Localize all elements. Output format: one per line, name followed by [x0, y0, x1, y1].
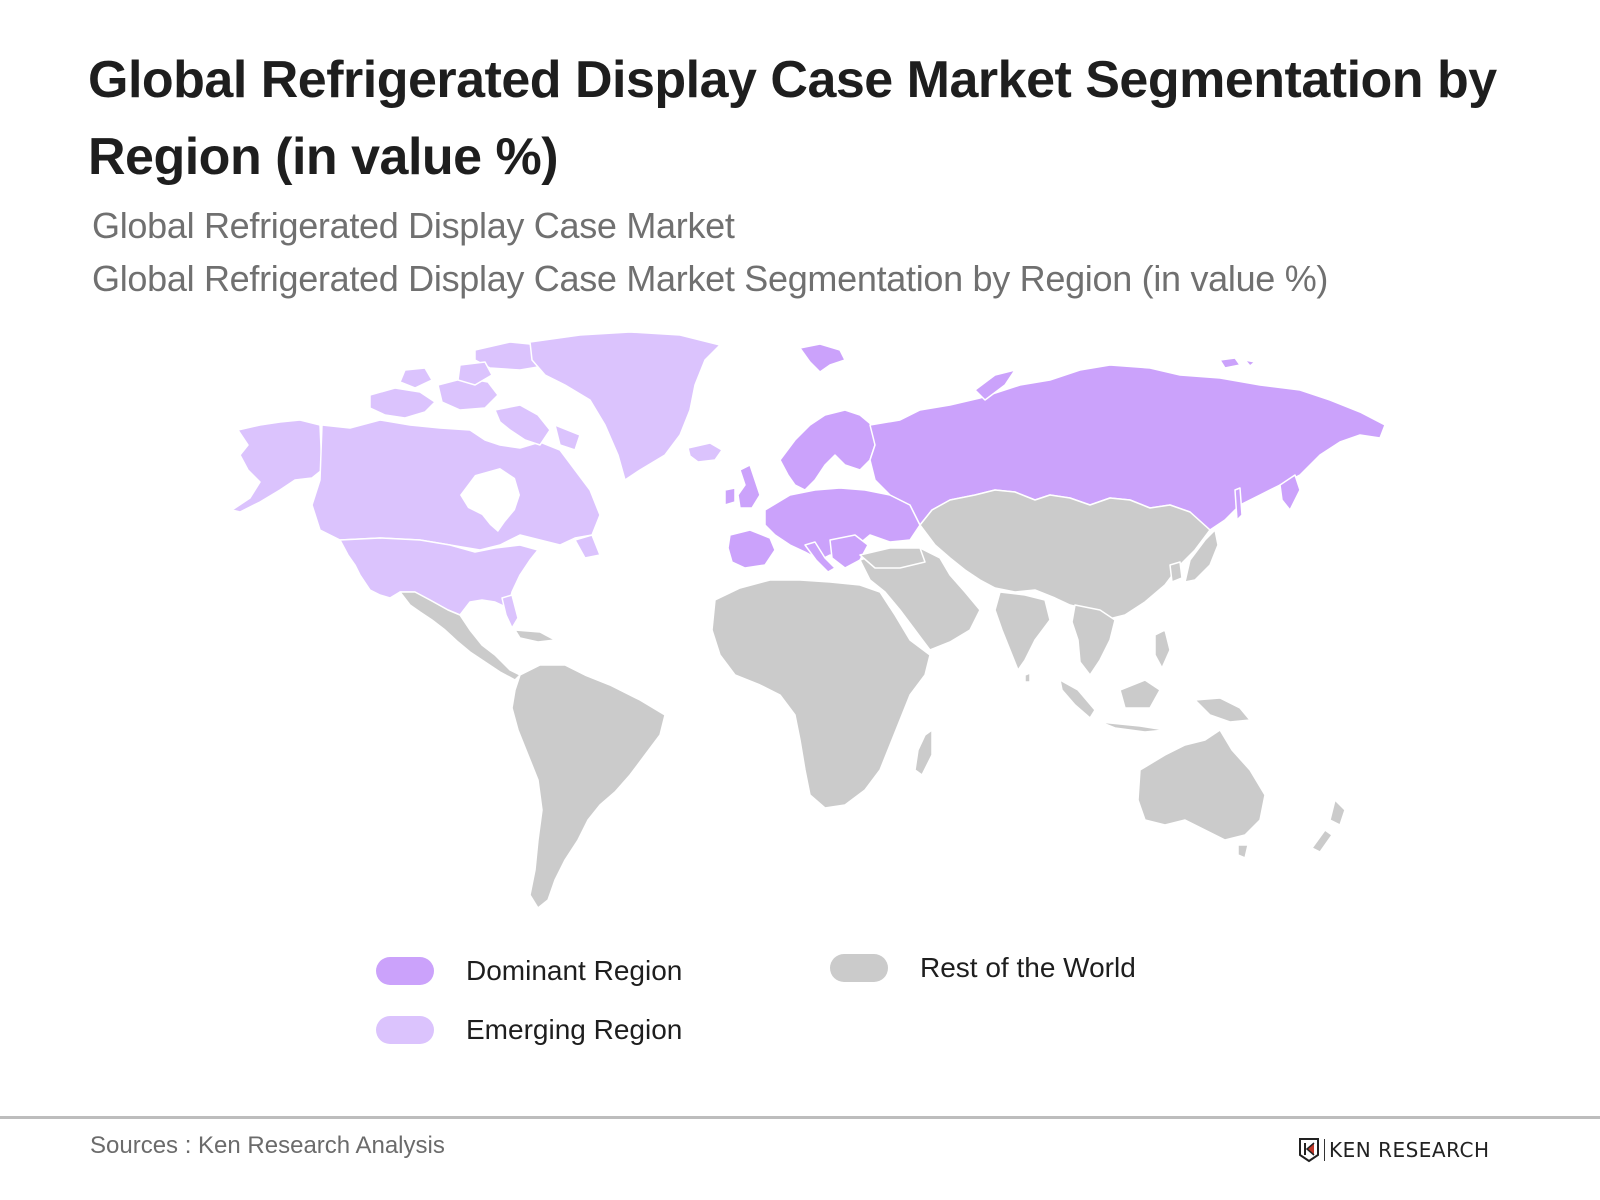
legend-swatch-dominant — [376, 957, 434, 985]
subtitle-market: Global Refrigerated Display Case Market — [92, 205, 735, 246]
world-map — [220, 330, 1420, 930]
legend-label-dominant: Dominant Region — [466, 955, 683, 986]
legend-item-dominant: Dominant Region — [376, 955, 682, 987]
brand-separator — [1324, 1139, 1325, 1161]
brand-name: KEN RESEARCH — [1329, 1138, 1490, 1162]
legend-swatch-rest — [830, 954, 888, 982]
region-north-america — [231, 331, 723, 629]
page-title: Global Refrigerated Display Case Market … — [88, 51, 1497, 186]
subtitle-segmentation: Global Refrigerated Display Case Market … — [92, 258, 1329, 299]
source-note: Sources : Ken Research Analysis — [90, 1132, 445, 1159]
brand-logo: KEN RESEARCH — [1298, 1136, 1490, 1164]
ken-research-logo-icon — [1299, 1138, 1319, 1163]
footer-divider — [0, 1116, 1600, 1119]
region-europe-russia — [724, 343, 1386, 573]
region-rest-of-world — [399, 489, 1346, 909]
legend-item-rest: Rest of the World — [830, 952, 1136, 984]
legend-item-emerging: Emerging Region — [376, 1014, 682, 1046]
legend-swatch-emerging — [376, 1016, 434, 1044]
map-legend: Dominant Region Emerging Region Rest of … — [376, 952, 1136, 1046]
legend-label-rest: Rest of the World — [920, 952, 1136, 983]
legend-label-emerging: Emerging Region — [466, 1014, 683, 1045]
